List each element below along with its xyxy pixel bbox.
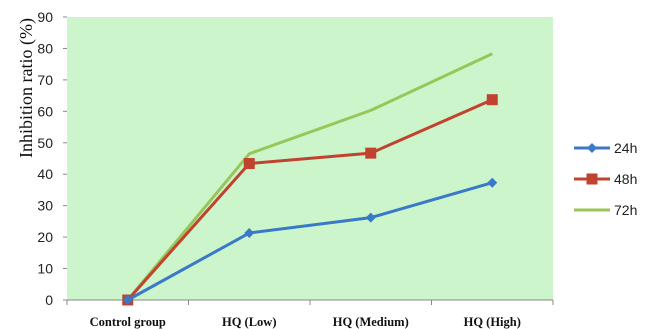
- y-tick-label: 40: [37, 166, 53, 182]
- legend-marker: [587, 143, 597, 153]
- data-point-48h: [486, 94, 498, 106]
- data-point-48h: [365, 147, 377, 159]
- y-tick-label: 90: [37, 9, 53, 25]
- data-point-24h: [487, 177, 498, 188]
- y-tick-label: 20: [37, 229, 53, 245]
- x-axis: Control group HQ (Low) HQ (Medium) HQ (High…: [66, 299, 554, 329]
- legend: 24h 48h 72h: [574, 140, 637, 218]
- series-line-48h: [126, 98, 493, 301]
- y-axis-title: Inhibition ratio (%): [16, 18, 37, 158]
- y-tick-label: 10: [37, 261, 53, 277]
- x-category-label: Control group: [90, 315, 166, 329]
- series-layer: [122, 52, 498, 306]
- legend-label: 72h: [614, 202, 637, 218]
- data-point-24h: [244, 228, 255, 239]
- x-category-label: HQ (Low): [222, 315, 277, 329]
- data-point-24h: [122, 295, 133, 305]
- x-category-label: HQ (Medium): [333, 315, 409, 329]
- y-tick-label: 0: [45, 292, 53, 308]
- series-line-24h: [127, 181, 493, 302]
- legend-marker: [586, 173, 598, 185]
- data-point-48h: [243, 158, 255, 170]
- y-axis: 0 10 20 30 40 50 60 70 80 90: [37, 9, 67, 308]
- x-category-label: HQ (High): [464, 315, 521, 329]
- y-tick-label: 30: [37, 198, 53, 214]
- y-tick-label: 80: [37, 40, 53, 56]
- series-line-72h: [126, 52, 493, 301]
- data-point-24h: [365, 212, 376, 223]
- y-tick-label: 50: [37, 135, 53, 151]
- legend-label: 48h: [614, 171, 637, 187]
- legend-label: 24h: [614, 140, 637, 156]
- y-tick-label: 60: [37, 103, 53, 119]
- y-tick-label: 70: [37, 72, 53, 88]
